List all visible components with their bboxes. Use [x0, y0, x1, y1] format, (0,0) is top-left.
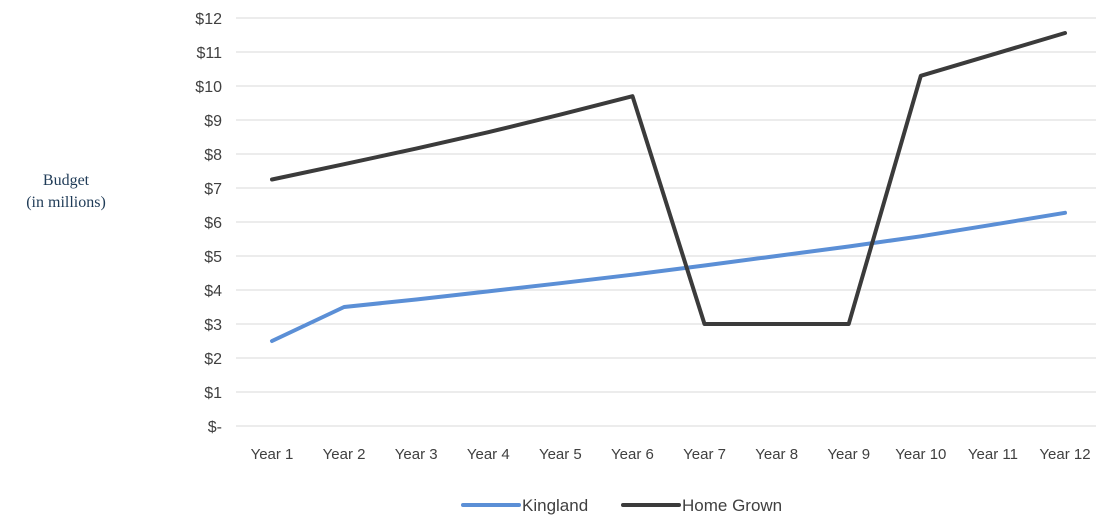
y-tick-label: $10: [195, 79, 222, 96]
x-tick-label: Year 4: [467, 446, 510, 463]
y-tick-labels: $- $1 $2 $3 $4 $5 $6 $7 $8 $9 $10 $11 $12: [195, 11, 222, 436]
y-tick-label: $1: [204, 385, 222, 402]
series-line-home-grown: [270, 31, 1067, 326]
x-tick-label: Year 2: [323, 446, 366, 463]
legend-label: Kingland: [522, 496, 588, 515]
gridlines: [236, 17, 1096, 427]
x-tick-label: Year 9: [827, 446, 870, 463]
x-tick-label: Year 6: [611, 446, 654, 463]
y-axis-label-line1: Budget: [42, 172, 90, 189]
x-tick-label: Year 3: [395, 446, 438, 463]
x-tick-label: Year 7: [683, 446, 726, 463]
x-tick-labels: Year 1 Year 2 Year 3 Year 4 Year 5 Year 6 Year…: [251, 446, 1091, 463]
x-tick-label: Year 5: [539, 446, 582, 463]
y-axis-label-line2: (in millions): [26, 194, 106, 211]
y-tick-label: $9: [204, 113, 222, 130]
x-tick-label: Year 10: [895, 446, 946, 463]
y-tick-label: $7: [204, 181, 222, 198]
y-axis-label: Budget (in millions): [0, 170, 132, 214]
y-tick-label: $6: [204, 215, 222, 232]
y-tick-label: $8: [204, 147, 222, 164]
x-tick-label: Year 11: [968, 446, 1018, 463]
y-tick-label: $-: [208, 419, 222, 436]
series-line-kingland: [270, 210, 1067, 343]
x-tick-label: Year 8: [755, 446, 798, 463]
x-tick-label: Year 12: [1039, 446, 1090, 463]
legend-label: Home Grown: [682, 496, 782, 515]
y-tick-label: $12: [195, 11, 222, 28]
y-tick-label: $4: [204, 283, 222, 300]
y-tick-label: $3: [204, 317, 222, 334]
y-tick-label: $11: [196, 45, 222, 62]
y-tick-label: $2: [204, 351, 222, 368]
x-tick-label: Year 1: [251, 446, 294, 463]
legend: Kingland Home Grown: [461, 496, 782, 515]
y-tick-label: $5: [204, 249, 222, 266]
